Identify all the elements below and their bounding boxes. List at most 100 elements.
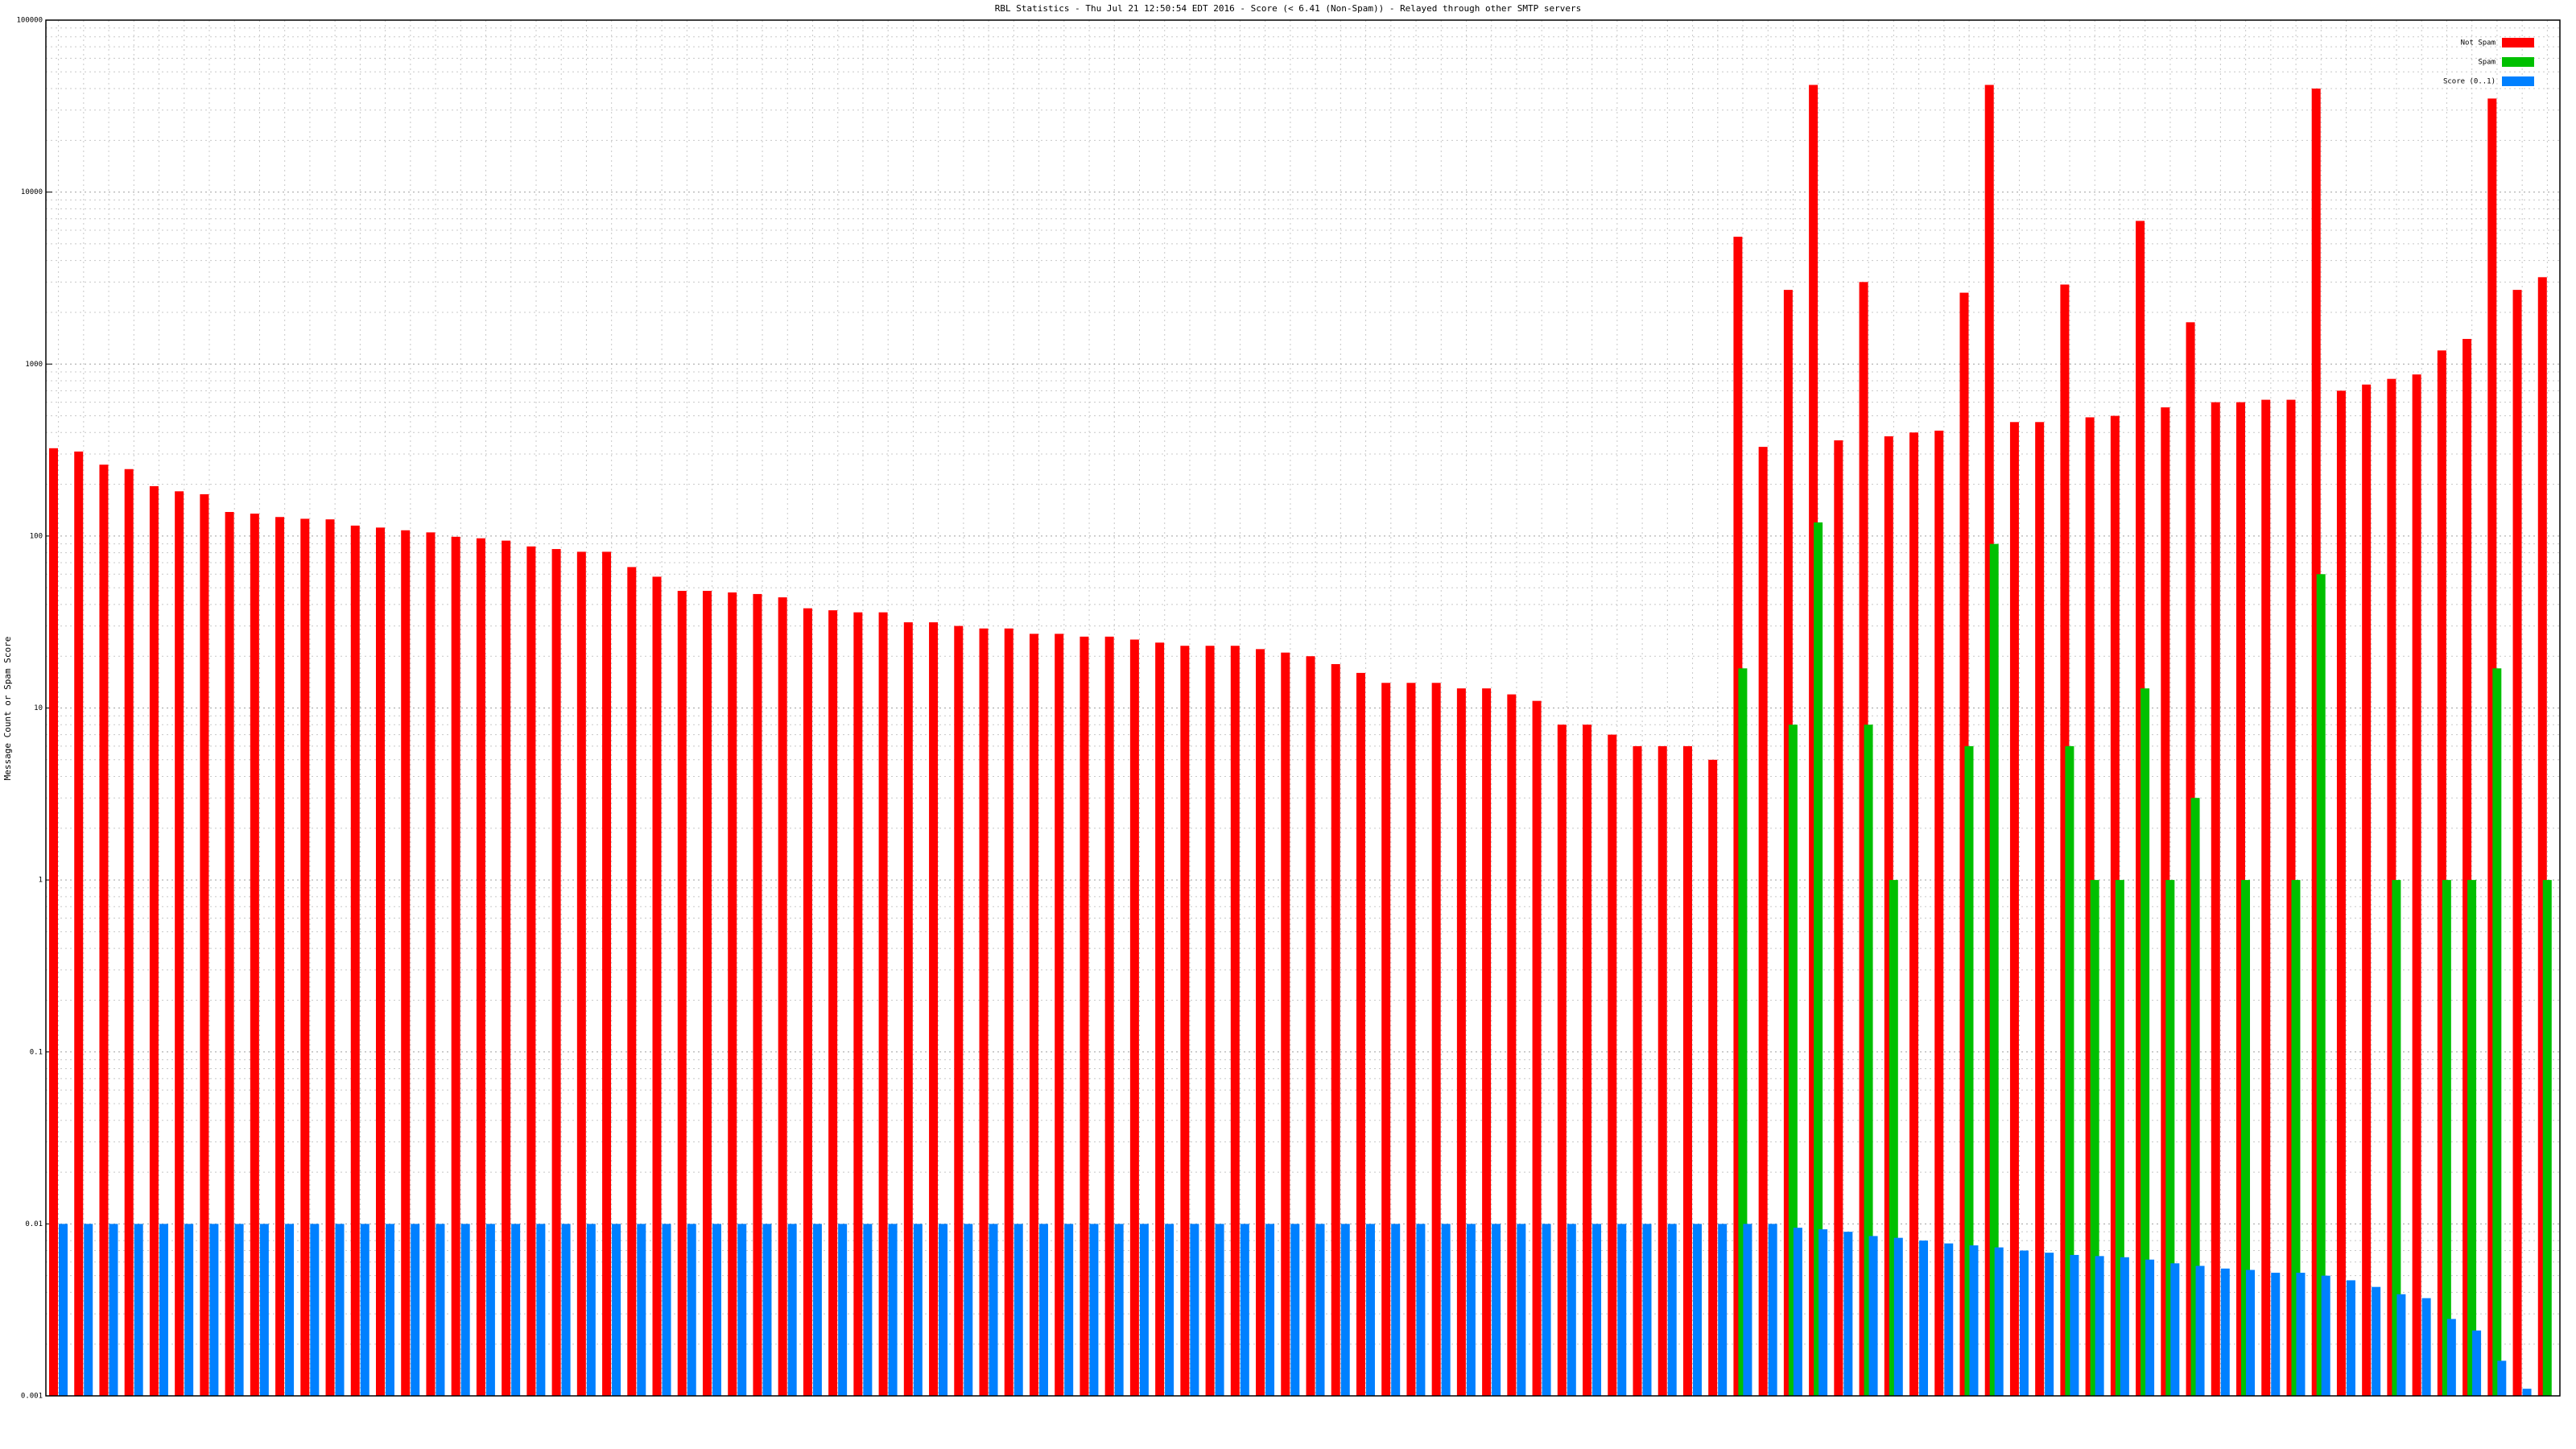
bar <box>1964 745 1974 1396</box>
bar <box>1859 282 1868 1397</box>
bar <box>677 590 687 1396</box>
bar <box>737 1224 747 1396</box>
bar <box>1165 1224 1174 1396</box>
bar <box>1155 642 1165 1396</box>
bar <box>1492 1224 1501 1396</box>
bar <box>200 493 209 1396</box>
bar <box>1592 1224 1602 1396</box>
bar <box>2009 422 2019 1396</box>
bar <box>2291 880 2301 1396</box>
bar <box>1391 1224 1401 1396</box>
bar <box>2362 384 2372 1396</box>
bar <box>109 1224 118 1396</box>
bar <box>1230 646 1240 1396</box>
bar <box>913 1224 923 1396</box>
bar <box>778 597 787 1396</box>
bar <box>863 1224 873 1396</box>
bar <box>2115 880 2124 1396</box>
plot-frame <box>45 19 2561 1397</box>
bar <box>2110 415 2120 1396</box>
bar <box>1139 1224 1149 1396</box>
bar <box>2437 350 2446 1396</box>
bar <box>485 1224 495 1396</box>
bar <box>1667 1224 1677 1396</box>
y-tick-label: 0.001 <box>21 1393 43 1401</box>
bar <box>612 1224 621 1396</box>
bar <box>1038 1224 1048 1396</box>
bar <box>2211 402 2220 1396</box>
bar <box>159 1224 168 1396</box>
bar <box>209 1224 219 1396</box>
bar <box>1306 656 1315 1396</box>
bar <box>1055 634 1064 1396</box>
bar <box>2542 880 2552 1396</box>
bar <box>335 1224 345 1396</box>
bar <box>2190 798 2200 1396</box>
bar <box>511 1224 521 1396</box>
bar <box>803 608 812 1396</box>
bar <box>979 628 989 1396</box>
bar <box>1532 700 1542 1396</box>
bar <box>1517 1224 1526 1396</box>
bar <box>536 1224 546 1396</box>
bar <box>561 1224 571 1396</box>
bar <box>2446 1319 2456 1396</box>
legend-label: Spam <box>2478 59 2496 67</box>
bar <box>838 1224 848 1396</box>
bar <box>1315 1224 1325 1396</box>
bar <box>2035 422 2045 1396</box>
bar <box>2220 1268 2230 1396</box>
bar <box>426 532 436 1397</box>
y-tick-label: 10 <box>34 704 43 712</box>
bar <box>124 469 134 1396</box>
bar <box>1080 636 1089 1396</box>
bar <box>1215 1224 1224 1396</box>
bar <box>1818 1229 1828 1396</box>
bar <box>1864 724 1873 1396</box>
bar <box>1783 290 1793 1397</box>
bar <box>2045 1253 2054 1396</box>
bar <box>300 518 310 1396</box>
bar <box>687 1224 696 1396</box>
y-tick-label: 100000 <box>16 17 43 25</box>
bar <box>149 485 159 1396</box>
bar <box>1356 672 1365 1396</box>
bar <box>964 1224 973 1396</box>
bar <box>2316 574 2326 1396</box>
bar <box>1004 628 1013 1396</box>
bar <box>436 1224 445 1396</box>
bar <box>59 1224 68 1396</box>
bar <box>2090 880 2099 1396</box>
bar <box>350 525 360 1396</box>
bar <box>1466 1224 1476 1396</box>
bar <box>1758 447 1768 1397</box>
bar <box>1205 646 1215 1396</box>
bar <box>989 1224 998 1396</box>
bar <box>753 593 762 1396</box>
bar <box>1265 1224 1275 1396</box>
bar <box>1959 292 1969 1396</box>
bar <box>1944 1243 1954 1396</box>
bar <box>762 1224 772 1396</box>
y-axis-label: Message Count or Spam Score <box>2 637 13 781</box>
bar <box>1834 440 1843 1396</box>
bar <box>502 540 511 1397</box>
bar <box>401 530 411 1396</box>
bar <box>2095 1256 2104 1396</box>
bar <box>1682 745 1692 1396</box>
bar <box>602 551 612 1397</box>
bar <box>1381 683 1391 1396</box>
bar <box>551 549 561 1397</box>
bar <box>2261 399 2271 1396</box>
bar <box>828 610 838 1396</box>
bar <box>2497 1360 2507 1396</box>
bar <box>1583 724 1592 1396</box>
bar <box>134 1224 143 1396</box>
bar <box>1642 1224 1652 1396</box>
bar <box>1365 1224 1375 1396</box>
bar <box>1180 646 1190 1396</box>
bar <box>275 517 285 1396</box>
bar <box>1989 543 1999 1397</box>
bar <box>84 1224 93 1396</box>
